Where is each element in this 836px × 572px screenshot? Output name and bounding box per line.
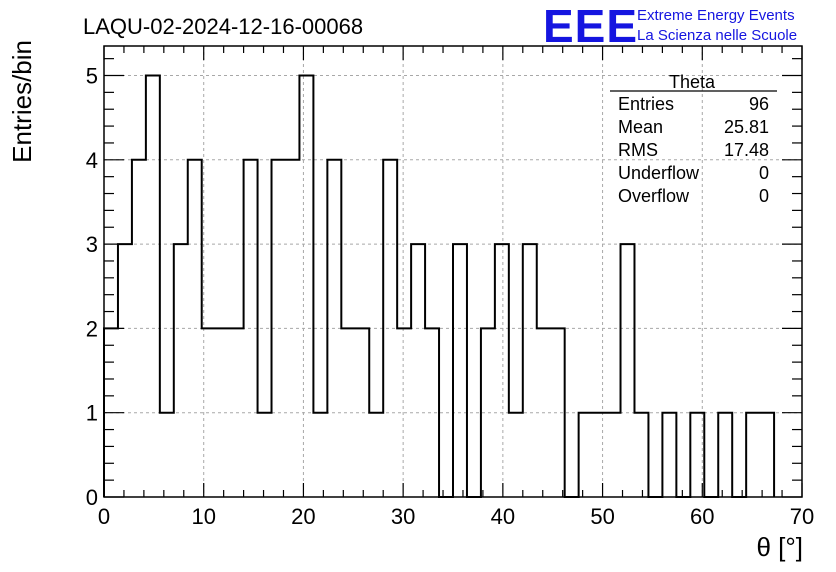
x-tick-label: 40 — [491, 504, 515, 529]
y-tick-label: 1 — [86, 401, 98, 426]
stats-row-value: 0 — [759, 163, 769, 183]
stats-row-label: Mean — [618, 117, 663, 137]
chart-title: LAQU-02-2024-12-16-00068 — [83, 14, 363, 39]
stats-row-label: Entries — [618, 94, 674, 114]
stats-title: Theta — [669, 72, 716, 92]
x-tick-label: 60 — [690, 504, 714, 529]
y-tick-label: 4 — [86, 148, 98, 173]
eee-logo-line2: La Scienza nelle Scuole — [637, 27, 797, 44]
stats-row-value: 17.48 — [724, 140, 769, 160]
eee-logo: EEE Extreme Energy Events La Scienza nel… — [543, 0, 797, 52]
eee-logo-line1: Extreme Energy Events — [637, 7, 795, 24]
stats-row-label: RMS — [618, 140, 658, 160]
stats-row-label: Overflow — [618, 186, 690, 206]
y-axis-title: Entries/bin — [7, 40, 37, 163]
y-tick-label: 5 — [86, 64, 98, 89]
x-tick-label: 20 — [291, 504, 315, 529]
stats-row-value: 96 — [749, 94, 769, 114]
axis-ticks — [103, 46, 803, 498]
histogram-line — [103, 74, 776, 498]
stats-box: Theta Entries 96 Mean 25.81 RMS 17.48 Underflo… — [610, 72, 777, 206]
x-tick-label: 10 — [191, 504, 215, 529]
x-tick-label: 50 — [590, 504, 614, 529]
histogram-series — [103, 74, 776, 498]
x-axis-title: θ [°] — [756, 532, 803, 562]
stats-rows: Entries 96 Mean 25.81 RMS 17.48 Underflow 0 Over… — [618, 94, 769, 206]
x-tick-label: 0 — [98, 504, 110, 529]
x-tick-label: 70 — [790, 504, 814, 529]
y-tick-label: 0 — [86, 485, 98, 510]
plot-frame — [103, 45, 803, 498]
x-tick-label: 30 — [391, 504, 415, 529]
y-tick-label: 3 — [86, 232, 98, 257]
stats-row-label: Underflow — [618, 163, 700, 183]
stats-row-value: 0 — [759, 186, 769, 206]
y-tick-labels: 0 1 2 3 4 5 — [86, 64, 98, 510]
x-tick-labels: 0 10 20 30 40 50 60 70 — [98, 504, 814, 529]
y-tick-label: 2 — [86, 316, 98, 341]
eee-logo-mark: EEE — [543, 0, 638, 52]
stats-row-value: 25.81 — [724, 117, 769, 137]
